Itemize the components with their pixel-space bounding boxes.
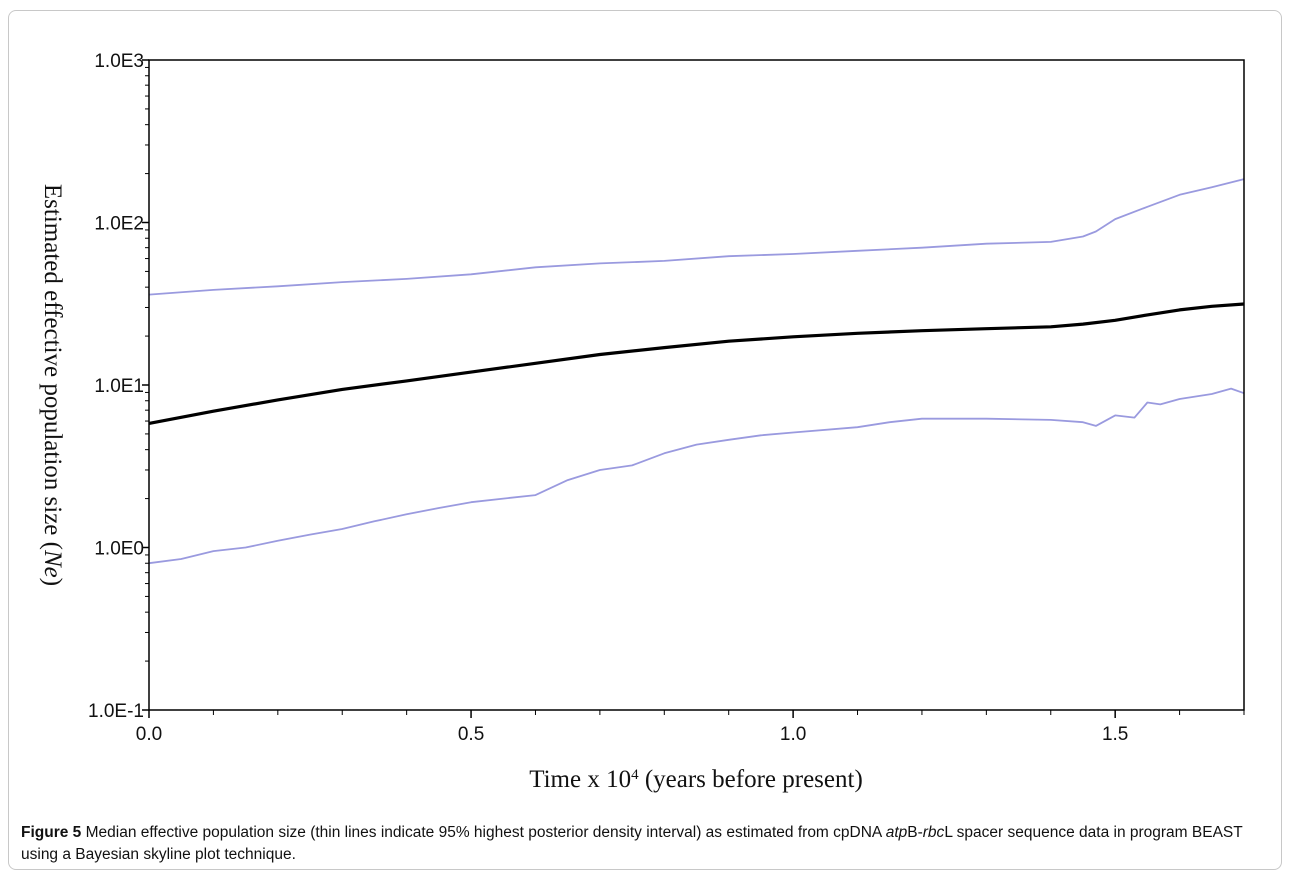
series-line-lower-hpd: [148, 387, 1245, 565]
figure-caption: Figure 5 Median effective population siz…: [21, 822, 1276, 866]
x-tick-label: 0.0: [136, 724, 162, 745]
caption-gene-atp: atp: [885, 824, 908, 841]
caption-text-1: Median effective population size (thin l…: [81, 824, 886, 841]
series-line-upper-hpd: [148, 178, 1245, 296]
y-tick-label: 1.0E2: [94, 214, 144, 235]
y-tick-label: 1.0E3: [94, 51, 144, 72]
y-tick-label: 1.0E0: [94, 539, 144, 560]
x-tick-label: 0.5: [458, 724, 484, 745]
x-axis-label: Time x 104 (years before present): [529, 766, 863, 793]
y-axis: 1.0E-1 1.0E0 1.0E1 1.0E2 1.0E3: [88, 51, 149, 722]
y-tick-label: 1.0E1: [94, 376, 144, 397]
caption-gene-rbc-suffix: L: [944, 824, 953, 841]
plot-area-border: [148, 59, 1245, 711]
x-axis: 0.0 0.5 1.0 1.5: [136, 710, 1245, 745]
series-line-median: [148, 302, 1245, 425]
caption-gene-rbc: rbc: [922, 824, 945, 841]
caption-gene-atp-suffix: B-: [907, 824, 923, 841]
caption-period: .: [291, 846, 296, 863]
y-axis-label: Estimated effective population size (Ne): [39, 184, 66, 586]
plot-series-group: [148, 178, 1245, 565]
figure-frame: [8, 10, 1282, 870]
y-tick-label: 1.0E-1: [88, 701, 144, 722]
x-tick-label: 1.5: [1102, 724, 1128, 745]
caption-text-2: spacer sequence data in program BEAST us…: [21, 824, 1243, 863]
caption-label: Figure 5: [21, 824, 82, 841]
x-tick-label: 1.0: [780, 724, 806, 745]
